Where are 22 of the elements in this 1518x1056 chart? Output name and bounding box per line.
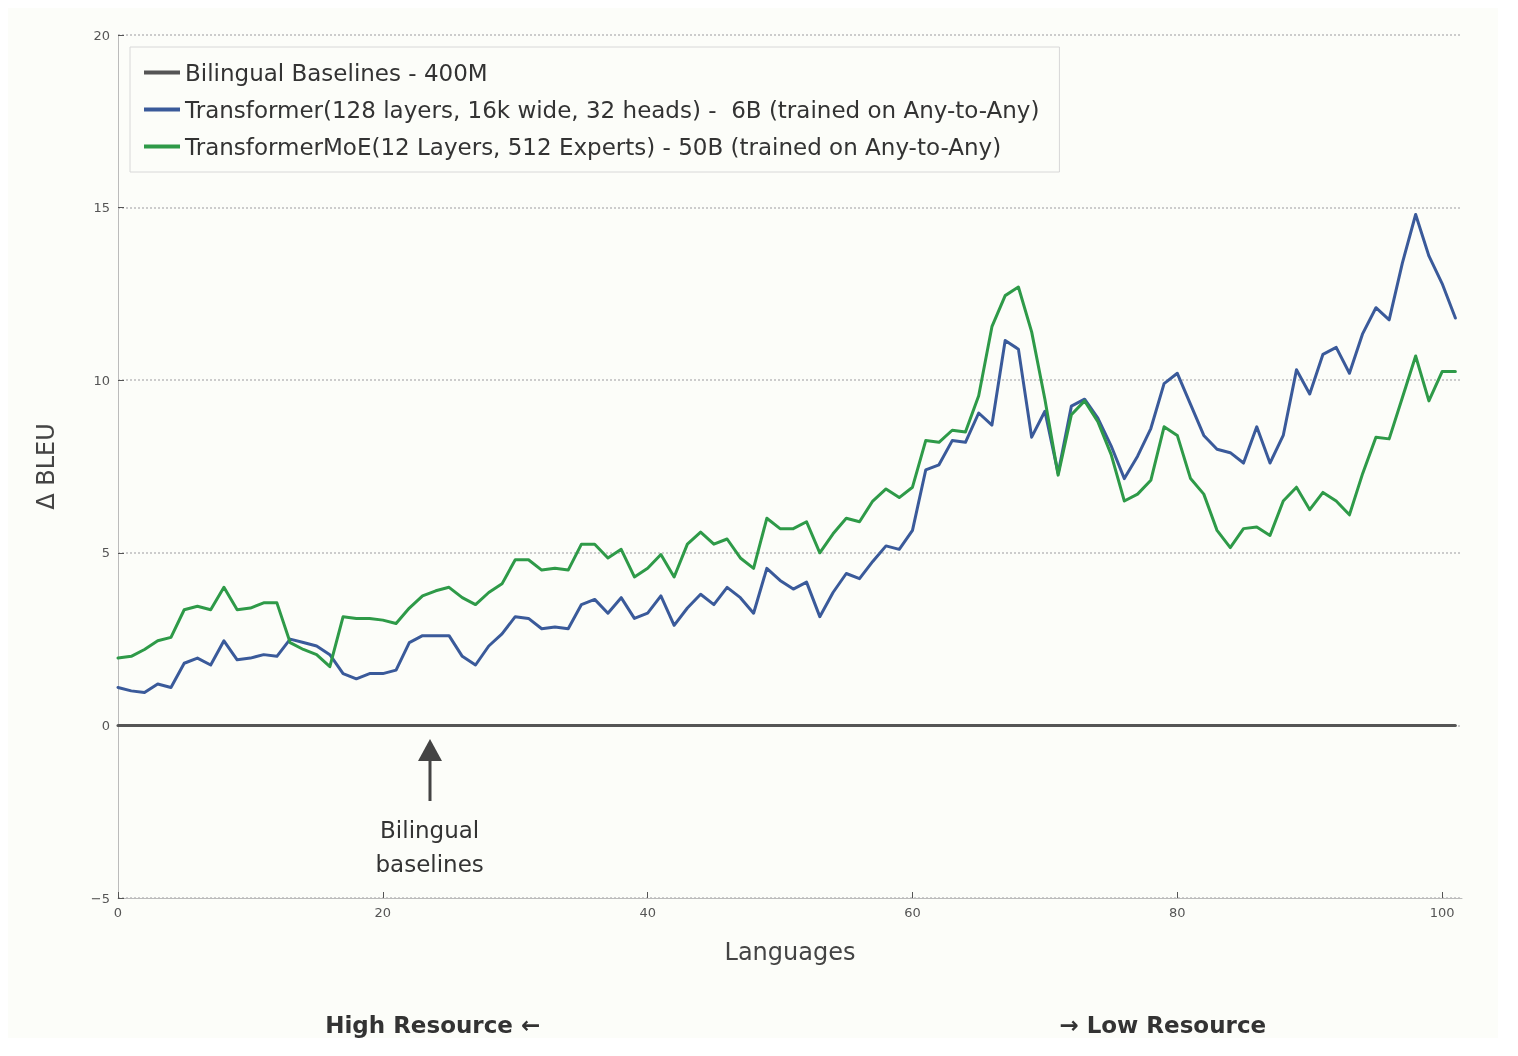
x-tick-label: 20 [374, 905, 392, 920]
x-tick-label: 80 [1169, 905, 1186, 920]
legend-label: Transformer(128 layers, 16k wide, 32 heads) - 6B (trained on Any-to-Any) [184, 96, 1040, 123]
y-axis-title: Δ BLEU [32, 423, 60, 510]
y-tick-label: 0 [101, 717, 110, 733]
x-tick-label: 40 [639, 905, 656, 920]
line-series [116, 213, 1457, 695]
y-tick-label: 10 [93, 372, 110, 388]
x-tick-label: 0 [113, 905, 123, 920]
y-tick-label: −5 [90, 890, 110, 906]
y-tick-label: 5 [101, 545, 110, 561]
x-axis-title: Languages [724, 938, 856, 966]
text: → Low Resource [1059, 1012, 1267, 1038]
annotation: Bilingual baselines [375, 817, 484, 877]
line-series [116, 285, 1457, 669]
y-tick-label: 20 [93, 27, 110, 43]
text: High Resource ← [325, 1012, 541, 1038]
x-tick-label: 100 [1429, 905, 1455, 920]
legend-label: TransformerMoE(12 Layers, 512 Experts) - 50B (trained on Any-to-Any) [184, 133, 1002, 160]
legend-label: Bilingual Baselines - 400M [185, 59, 488, 86]
x-tick-label: 60 [904, 905, 921, 920]
y-tick-label: 15 [93, 200, 110, 216]
